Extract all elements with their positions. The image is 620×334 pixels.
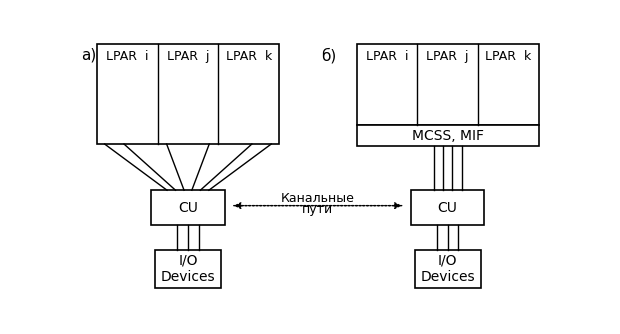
Bar [356,125,539,146]
Bar [151,190,224,225]
Bar [415,249,480,288]
Bar [356,44,539,125]
Text: Канальные: Канальные [281,192,355,205]
Bar [155,249,221,288]
Text: MCSS, MIF: MCSS, MIF [412,129,484,143]
Text: LPAR  j: LPAR j [427,50,469,63]
Text: а): а) [81,48,97,63]
Text: LPAR  j: LPAR j [167,50,209,63]
Text: CU: CU [178,200,198,214]
Text: LPAR  i: LPAR i [366,50,408,63]
Text: LPAR  k: LPAR k [226,50,272,63]
Text: I/O
Devices: I/O Devices [161,254,215,284]
Text: LPAR  i: LPAR i [106,50,148,63]
Bar [97,44,279,144]
Text: LPAR  k: LPAR k [485,50,531,63]
Text: CU: CU [438,200,458,214]
Text: I/O
Devices: I/O Devices [420,254,475,284]
Text: пути: пути [302,202,334,215]
Text: б): б) [322,48,337,63]
Bar [410,190,484,225]
